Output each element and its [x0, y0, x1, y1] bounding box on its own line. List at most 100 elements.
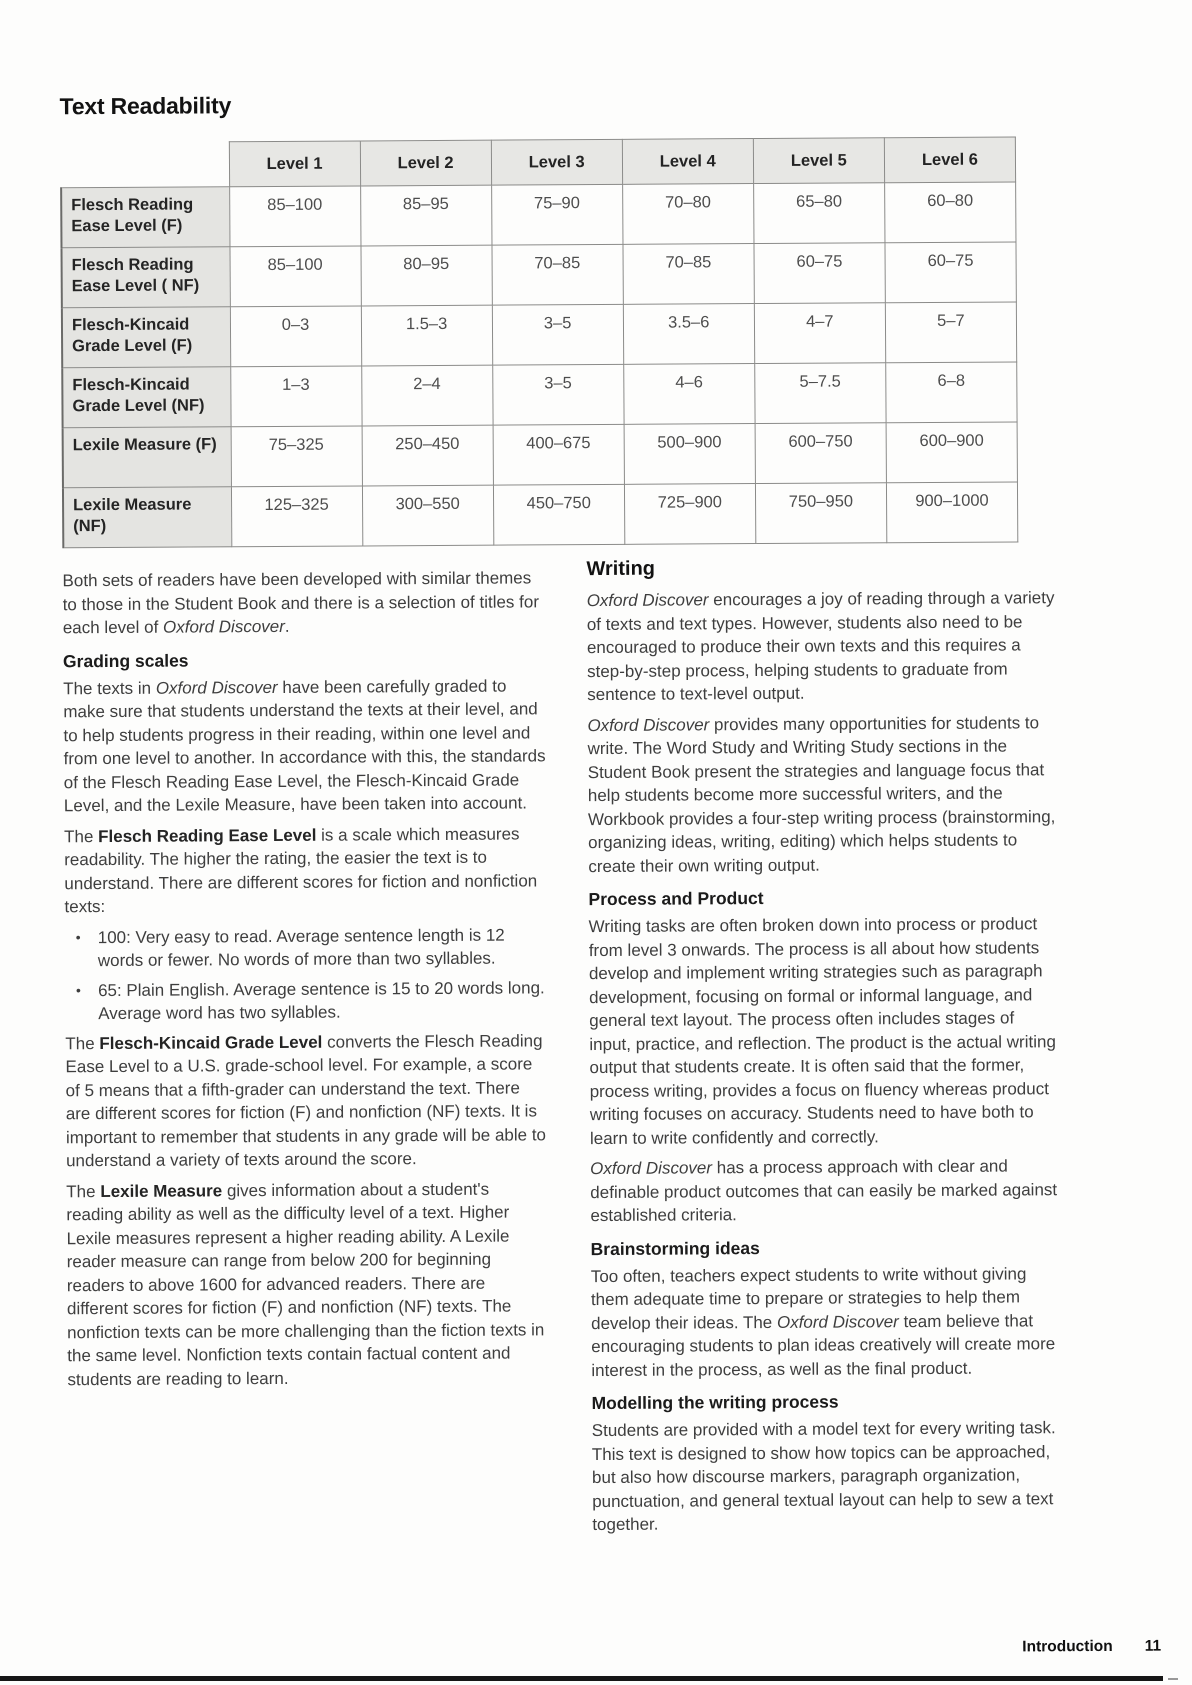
right-column: Writing Oxford Discover encourages a joy …	[586, 553, 1062, 1543]
row-label-cell: Flesch Reading Ease Level ( NF)	[61, 246, 230, 308]
scan-edge-bar	[0, 1676, 1163, 1681]
value-cell: 80–95	[360, 245, 493, 306]
bullet-item: • 65: Plain English. Average sentence is …	[65, 976, 548, 1026]
value-cell: 75–90	[491, 184, 623, 246]
paragraph: The Flesch-Kincaid Grade Level converts …	[65, 1029, 549, 1173]
sub-heading: Modelling the writing process	[591, 1391, 839, 1414]
value-cell: 2–4	[361, 365, 493, 426]
paragraph: The Lexile Measure gives information abo…	[66, 1177, 550, 1391]
paragraph: Both sets of readers have been developed…	[62, 566, 545, 639]
value-cell: 4–6	[623, 363, 755, 425]
value-cell: 3.5–6	[623, 303, 755, 365]
value-cell: 300–550	[362, 485, 494, 546]
table-header-row: Level 1 Level 2 Level 3 Level 4 Level 5 Level…	[61, 136, 1016, 188]
sub-heading: Grading scales	[62, 650, 189, 671]
paragraph: Students are provided with a model text …	[592, 1416, 1063, 1536]
bullet-marker: •	[75, 981, 81, 998]
table-header-cell: Level 3	[491, 139, 623, 186]
table-row: Flesch Reading Ease Level ( NF) 85–100 80–…	[61, 241, 1017, 308]
table-header-cell: Level 5	[753, 137, 885, 184]
text-segment: provides many opportunities for students…	[587, 712, 1056, 876]
value-cell: 85–100	[229, 245, 361, 307]
table-corner-cell	[61, 142, 229, 188]
table-row: Flesch Reading Ease Level (F) 85–100 85–95…	[61, 181, 1016, 248]
text-segment: gives information about a student's read…	[66, 1179, 545, 1389]
value-cell: 60–75	[884, 241, 1017, 303]
value-cell: 750–950	[755, 482, 887, 544]
value-cell: 6–8	[885, 361, 1018, 423]
text-segment: Oxford Discover	[776, 1311, 899, 1332]
value-cell: 75–325	[230, 425, 363, 487]
text-segment: .	[284, 616, 290, 636]
table-header-cell: Level 6	[884, 136, 1016, 183]
footer-section-label: Introduction	[1022, 1637, 1113, 1656]
paragraph: Oxford Discover encourages a joy of read…	[587, 586, 1058, 706]
text-segment: Oxford Discover	[590, 1158, 713, 1179]
paragraph: Writing tasks are often broken down into…	[589, 912, 1060, 1150]
table-header-cell: Level 4	[622, 138, 754, 185]
value-cell: 85–95	[360, 185, 492, 246]
text-segment: Students are provided with a model text …	[591, 1418, 1056, 1535]
value-cell: 1–3	[230, 365, 362, 427]
value-cell: 600–750	[754, 422, 887, 484]
value-cell: 3–5	[492, 304, 624, 366]
row-label-cell: Flesch-Kincaid Grade Level (NF)	[62, 366, 231, 428]
text-segment: Writing tasks are often broken down into…	[588, 914, 1056, 1148]
page-footer: Introduction 11	[5, 1638, 1161, 1663]
text-segment: Flesch-Kincaid Grade Level	[99, 1032, 323, 1053]
sub-heading: Process and Product	[588, 888, 764, 910]
table-head: Level 1 Level 2 Level 3 Level 4 Level 5 Level…	[61, 136, 1016, 188]
row-label-cell: Flesch Reading Ease Level (F)	[61, 186, 230, 248]
text-segment: 100: Very easy to read. Average sentence…	[97, 925, 505, 971]
table-row: Lexile Measure (NF) 125–325 300–550 450–750…	[62, 481, 1018, 548]
table-header-cell: Level 2	[359, 140, 492, 186]
value-cell: 3–5	[492, 364, 624, 426]
value-cell: 60–80	[884, 181, 1016, 243]
value-cell: 70–85	[491, 244, 624, 306]
paragraph: Oxford Discover provides many opportunit…	[587, 711, 1058, 878]
paragraph: The texts in Oxford Discover have been c…	[63, 674, 547, 818]
text-segment: Oxford Discover	[155, 677, 278, 698]
bullet-marker: •	[75, 928, 81, 945]
value-cell: 60–75	[753, 242, 886, 304]
value-cell: 4–7	[754, 302, 886, 364]
paragraph: The Flesch Reading Ease Level is a scale…	[64, 822, 548, 919]
sub-heading: Brainstorming ideas	[590, 1237, 760, 1259]
bullet-text: 65: Plain English. Average sentence is 1…	[98, 976, 548, 1026]
value-cell: 85–100	[229, 185, 361, 247]
row-label-cell: Lexile Measure (NF)	[62, 486, 232, 548]
value-cell: 900–1000	[886, 481, 1018, 543]
table-row: Flesch-Kincaid Grade Level (F) 0–3 1.5–3 3–…	[61, 301, 1017, 368]
value-cell: 5–7.5	[754, 362, 886, 424]
section-title: Writing	[586, 557, 656, 581]
value-cell: 1.5–3	[360, 305, 493, 366]
scan-edge-tick	[1168, 1678, 1178, 1680]
table-body: Flesch Reading Ease Level (F) 85–100 85–95…	[61, 181, 1018, 548]
footer-page-number: 11	[1144, 1637, 1162, 1655]
value-cell: 125–325	[230, 485, 363, 547]
text-segment: The	[65, 1033, 100, 1053]
text-segment: Lexile Measure	[100, 1180, 223, 1201]
value-cell: 5–7	[885, 301, 1017, 363]
text-segment: The	[66, 1181, 101, 1201]
paragraph: Too often, teachers expect students to w…	[591, 1262, 1062, 1382]
value-cell: 250–450	[361, 425, 494, 486]
bullet-item: • 100: Very easy to read. Average sentenc…	[65, 923, 548, 973]
value-cell: 65–80	[753, 182, 885, 244]
left-column: Both sets of readers have been developed…	[62, 566, 550, 1398]
paragraph: Oxford Discover has a process approach w…	[590, 1154, 1060, 1227]
text-segment: Flesch Reading Ease Level	[98, 825, 317, 846]
value-cell: 70–80	[622, 183, 754, 245]
readability-table: Level 1 Level 2 Level 3 Level 4 Level 5 Level…	[60, 136, 1018, 548]
table-header-cell: Level 1	[228, 140, 361, 187]
row-label-cell: Lexile Measure (F)	[62, 426, 231, 488]
page-title: Text Readability	[59, 92, 232, 120]
value-cell: 70–85	[622, 243, 755, 305]
text-segment: The	[64, 826, 99, 846]
text-segment: The texts in	[63, 678, 156, 698]
row-label-cell: Flesch-Kincaid Grade Level (F)	[61, 306, 231, 368]
value-cell: 450–750	[493, 484, 625, 546]
table-row: Lexile Measure (F) 75–325 250–450 400–675 50…	[62, 421, 1018, 488]
text-segment: Both sets of readers have been developed…	[62, 568, 540, 638]
